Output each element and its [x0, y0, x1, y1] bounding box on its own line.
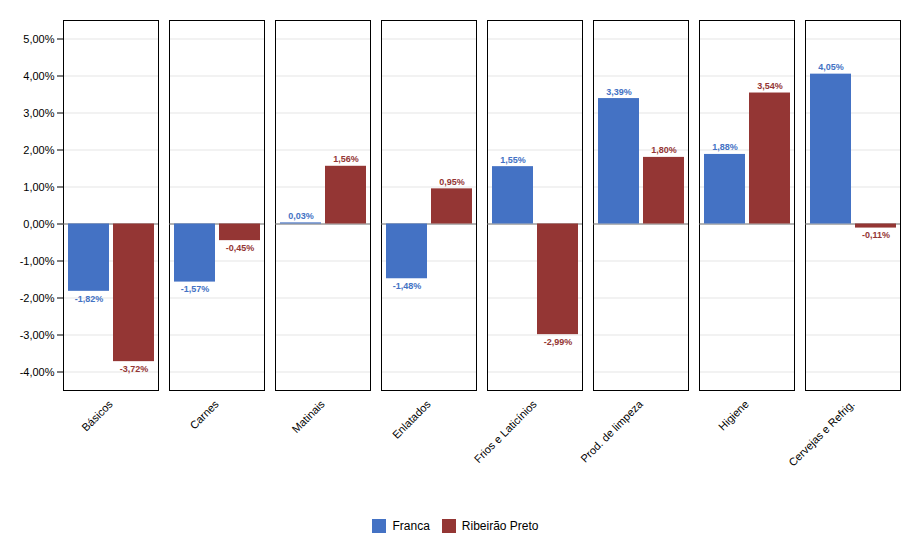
svg-text:0,03%: 0,03% — [288, 211, 314, 221]
svg-text:-0,11%: -0,11% — [862, 230, 890, 240]
svg-text:-1,00%: -1,00% — [20, 255, 55, 267]
svg-text:4,00%: 4,00% — [23, 70, 54, 82]
svg-text:3,54%: 3,54% — [757, 81, 783, 91]
svg-text:Higiene: Higiene — [716, 398, 751, 433]
html-text:Franca: Franca — [392, 518, 430, 533]
svg-text:-2,99%: -2,99% — [544, 337, 573, 347]
svg-text:-1,82%: -1,82% — [75, 294, 104, 304]
svg-text:3,39%: 3,39% — [606, 87, 632, 97]
svg-text:-3,00%: -3,00% — [20, 329, 55, 341]
svg-text:1,88%: 1,88% — [712, 142, 738, 152]
svg-text:Cervejas e Refrig.: Cervejas e Refrig. — [786, 398, 857, 469]
svg-text:Carnes: Carnes — [187, 397, 221, 431]
svg-text:5,00%: 5,00% — [23, 33, 54, 45]
svg-text:Matinais: Matinais — [289, 397, 327, 435]
html-text:Ribeirão Preto: Ribeirão Preto — [461, 518, 539, 533]
svg-text:1,55%: 1,55% — [500, 155, 526, 165]
svg-text:Prod. de limpeza: Prod. de limpeza — [578, 397, 645, 464]
svg-text:Frios e Laticínios: Frios e Laticínios — [472, 397, 540, 465]
svg-text:Básicos: Básicos — [79, 397, 115, 433]
svg-text:0,00%: 0,00% — [23, 218, 54, 230]
svg-text:Enlatados: Enlatados — [390, 397, 433, 440]
svg-text:-2,00%: -2,00% — [20, 292, 55, 304]
svg-text:-4,00%: -4,00% — [20, 366, 55, 378]
svg-text:3,00%: 3,00% — [23, 107, 54, 119]
svg-text:1,56%: 1,56% — [333, 154, 359, 164]
svg-text:0,95%: 0,95% — [439, 177, 465, 187]
svg-text:-1,57%: -1,57% — [181, 284, 210, 294]
svg-text:-0,45%: -0,45% — [226, 243, 255, 253]
svg-text:4,05%: 4,05% — [818, 62, 844, 72]
svg-text:-3,72%: -3,72% — [120, 364, 149, 374]
svg-text:1,80%: 1,80% — [651, 145, 677, 155]
svg-text:2,00%: 2,00% — [23, 144, 54, 156]
svg-text:1,00%: 1,00% — [23, 181, 54, 193]
svg-text:-1,48%: -1,48% — [393, 281, 422, 291]
